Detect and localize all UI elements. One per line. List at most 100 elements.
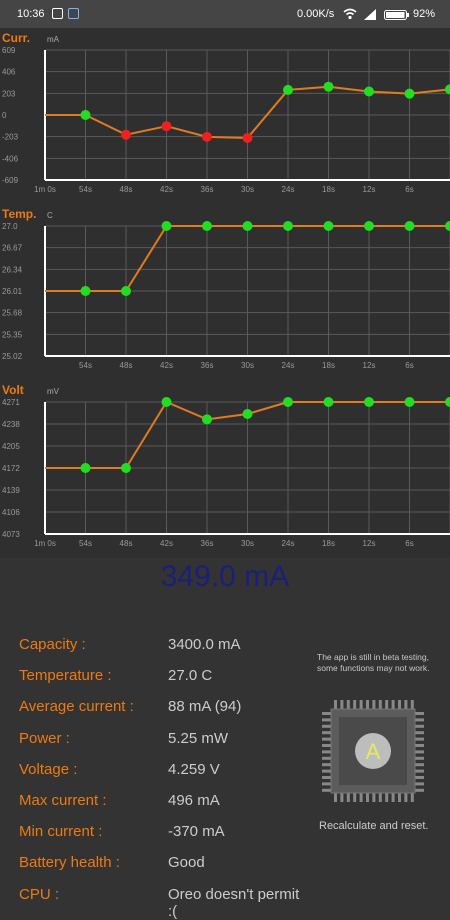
chip-pin bbox=[385, 700, 389, 709]
chip-pin bbox=[410, 700, 414, 709]
chip-pin bbox=[415, 712, 424, 715]
chip-pin bbox=[322, 737, 331, 741]
data-point bbox=[323, 397, 334, 407]
data-point bbox=[445, 221, 450, 231]
chip-pin bbox=[385, 793, 389, 802]
wifi-icon bbox=[343, 8, 357, 20]
x-tick-label: 36s bbox=[201, 185, 214, 194]
chip-pin bbox=[334, 793, 337, 802]
info-row-voltage: Voltage : 4.259 V bbox=[0, 761, 300, 792]
chip-pin bbox=[322, 744, 331, 747]
info-value: 496 mA bbox=[168, 791, 220, 809]
chip-pin bbox=[391, 700, 395, 709]
chip-pin bbox=[359, 700, 363, 709]
chip-pin bbox=[366, 700, 369, 709]
info-value: 88 mA (94) bbox=[168, 698, 242, 716]
info-label: Max current : bbox=[19, 791, 107, 809]
data-point bbox=[121, 463, 131, 473]
chip-pin bbox=[322, 782, 331, 786]
info-label: Min current : bbox=[19, 823, 103, 841]
info-row-min-current: Min current : -370 mA bbox=[0, 823, 300, 854]
clock: 10:36 bbox=[17, 8, 45, 20]
info-row-average-current: Average current : 88 mA (94) bbox=[0, 698, 300, 729]
y-tick-label: 4139 bbox=[2, 486, 20, 495]
chart-unit-label: mV bbox=[47, 387, 60, 396]
y-tick-label: 4271 bbox=[2, 398, 20, 407]
y-tick-label: 0 bbox=[2, 111, 7, 120]
y-tick-label: -203 bbox=[2, 133, 19, 142]
x-tick-label: 54s bbox=[79, 185, 92, 194]
network-speed: 0.00K/s bbox=[297, 8, 335, 20]
chip-pin bbox=[322, 788, 331, 792]
y-tick-label: -406 bbox=[2, 154, 19, 163]
chip-pin bbox=[340, 793, 344, 802]
chip-pin bbox=[322, 756, 331, 760]
y-tick-label: 25.02 bbox=[2, 352, 23, 361]
data-point bbox=[283, 397, 293, 407]
info-label: Average current : bbox=[19, 698, 134, 716]
chip-pin bbox=[322, 763, 331, 767]
chip-pin bbox=[334, 700, 337, 709]
x-tick-label: 48s bbox=[120, 361, 133, 370]
y-tick-label: 4073 bbox=[2, 530, 20, 539]
data-point bbox=[404, 397, 415, 407]
data-point bbox=[121, 129, 131, 140]
info-label: Battery health : bbox=[19, 854, 120, 872]
x-tick-label: 18s bbox=[322, 185, 335, 194]
info-value: -370 mA bbox=[168, 823, 225, 841]
chip-pin bbox=[415, 724, 424, 728]
info-label: Capacity : bbox=[19, 636, 86, 653]
signal-icon bbox=[364, 9, 376, 20]
info-value: Good bbox=[168, 854, 205, 872]
temperature-chart: Temp. C 27.0 26.67 26.34 26.01 25.68 25.35 25.02… bbox=[2, 207, 450, 370]
info-label: Power : bbox=[19, 729, 70, 747]
data-point bbox=[242, 132, 253, 143]
y-tick-label: 406 bbox=[2, 68, 16, 77]
data-point bbox=[323, 81, 334, 92]
data-point bbox=[202, 131, 212, 142]
chip-pin bbox=[378, 700, 382, 709]
info-row-power: Power : 5.25 mW bbox=[0, 730, 300, 761]
recalculate-reset-label[interactable]: Recalculate and reset. bbox=[319, 820, 429, 832]
chart-unit-label: C bbox=[47, 211, 53, 220]
data-point bbox=[202, 221, 212, 231]
y-tick-label: 4172 bbox=[2, 464, 20, 473]
chip-pin bbox=[415, 750, 424, 754]
battery-icon bbox=[384, 10, 409, 20]
x-tick-label: 6s bbox=[405, 539, 413, 548]
x-tick-label: 42s bbox=[160, 185, 173, 194]
info-value: 3400.0 mA bbox=[168, 636, 241, 653]
x-tick-label: 36s bbox=[201, 361, 214, 370]
recalculate-chip-button[interactable]: A bbox=[318, 696, 428, 806]
x-tick-label: 42s bbox=[160, 539, 173, 548]
data-point bbox=[202, 414, 212, 425]
data-point bbox=[121, 286, 131, 296]
x-tick-label: 30s bbox=[241, 361, 254, 370]
current-chart: Curr. mA 609 406 203 0 -203 -406 -609 1m 0s 54s 48s… bbox=[2, 31, 450, 194]
battery-percentage: 92% bbox=[413, 8, 436, 20]
status-bar: 10:36 0.00K/s 92% bbox=[0, 0, 450, 28]
info-label: Voltage : bbox=[19, 760, 78, 778]
chip-pin bbox=[366, 793, 369, 802]
chip-pin bbox=[322, 731, 331, 735]
data-point bbox=[161, 121, 172, 132]
chip-pin bbox=[404, 793, 408, 802]
data-point bbox=[161, 221, 172, 231]
y-tick-label: 25.68 bbox=[2, 309, 23, 318]
live-current-reading: 349.0 mA bbox=[160, 560, 290, 593]
x-tick-label: 36s bbox=[201, 539, 214, 548]
chip-pin bbox=[415, 782, 424, 786]
chart-unit-label: mA bbox=[47, 35, 60, 44]
x-tick-label: 12s bbox=[363, 539, 376, 548]
data-point bbox=[283, 84, 293, 95]
chip-pin bbox=[372, 700, 376, 709]
x-tick-label: 18s bbox=[322, 539, 335, 548]
x-tick-label: 18s bbox=[322, 361, 335, 370]
info-row-temperature: Temperature : 27.0 C bbox=[0, 667, 300, 698]
voltage-chart-panel: Volt mV 4271 4238 4205 4172 4139 4106 4073 1m 0s 5… bbox=[0, 380, 450, 558]
x-tick-label: 54s bbox=[79, 539, 92, 548]
y-tick-label: 26.67 bbox=[2, 244, 23, 253]
x-tick-label: 6s bbox=[405, 185, 413, 194]
chip-pin bbox=[398, 793, 401, 802]
y-tick-label: 4238 bbox=[2, 420, 20, 429]
